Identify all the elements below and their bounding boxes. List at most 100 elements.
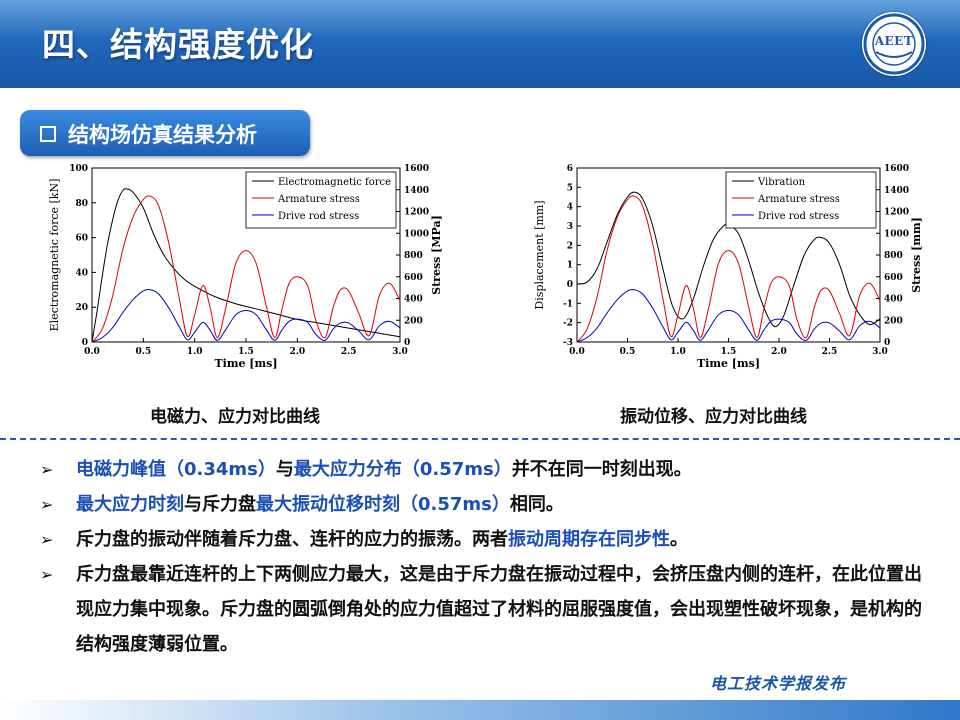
bottom-gradient-bar (0, 700, 960, 720)
x-tick-label: 3.0 (872, 347, 888, 357)
highlight-text: 最大应力分布（0.57ms） (293, 459, 512, 480)
y-tick-label: 0 (567, 280, 573, 290)
y2-tick-label: 200 (884, 316, 903, 326)
x-tick-label: 0.0 (569, 347, 585, 357)
bullet-text: 与斥力盘 (184, 494, 256, 515)
y-tick-label: 60 (75, 234, 88, 244)
logo-text: AEET (874, 34, 914, 48)
x-tick-label: 1.5 (721, 347, 737, 357)
y-tick-label: 20 (75, 303, 88, 313)
y-tick-label: 3 (567, 222, 573, 232)
header-bar: 四、结构强度优化 AEET (0, 0, 960, 88)
bullet-text: 。 (670, 529, 688, 550)
legend-label: Armature stress (757, 194, 840, 205)
arrow-bullet-icon: ➢ (40, 530, 54, 549)
arrow-bullet-icon: ➢ (40, 460, 54, 479)
legend-label: Drive rod stress (278, 211, 359, 222)
legend-label: Armature stress (277, 194, 360, 205)
legend-label: Vibration (757, 177, 806, 188)
legend-label: Electromagnetic force (278, 177, 391, 188)
series-line-armature-stress (91, 195, 401, 343)
caption-left: 电磁力、应力对比曲线 (150, 407, 320, 427)
series-line-drive-rod-stress (576, 288, 881, 343)
square-bullet-icon (40, 126, 56, 142)
y-tick-label: 4 (567, 203, 573, 213)
page-title: 四、结构强度优化 (42, 25, 314, 64)
highlight-text: 最大应力时刻 (76, 494, 184, 515)
y2-axis-label: Stress [MPa] (430, 215, 443, 295)
chart-vibration-stress: 0.0 0.5 1.0 1.5 2.0 2.5 3.0 -3 -2 -1 0 1 2 3 4 5 6 0 200 40… (533, 164, 923, 370)
y-axis-label: Displacement [mm] (533, 200, 546, 309)
y-tick-label: 40 (75, 268, 88, 278)
y2-tick-label: 1600 (884, 164, 909, 174)
x-axis-label: Time [ms] (697, 357, 760, 370)
y2-tick-label: 1000 (884, 229, 909, 239)
y2-tick-label: 1400 (404, 186, 429, 196)
series-line-drive-rod-stress (91, 288, 401, 343)
y-tick-label: -1 (563, 299, 573, 309)
y-axis-label: Electromagnetic force [kN] (48, 179, 61, 332)
arrow-bullet-icon: ➢ (40, 565, 54, 584)
y2-tick-label: 600 (884, 273, 903, 283)
x-tick-label: 2.5 (822, 347, 838, 357)
x-tick-label: 0.5 (135, 347, 151, 357)
y-tick-label: 6 (567, 164, 573, 174)
x-tick-label: 0.0 (84, 347, 100, 357)
x-tick-label: 1.0 (670, 347, 686, 357)
x-tick-label: 1.0 (187, 347, 203, 357)
bullet-text: 相同。 (509, 494, 564, 515)
y-tick-label: 2 (567, 241, 573, 251)
y-tick-label: 80 (75, 199, 88, 209)
y2-tick-label: 1200 (884, 208, 909, 218)
y2-tick-label: 400 (884, 295, 903, 305)
bullet-text: 斥力盘的振动伴随着斥力盘、连杆的应力的振荡。两者 (76, 529, 508, 550)
section-heading: 结构场仿真结果分析 (20, 110, 310, 156)
highlight-text: 最大振动位移时刻（0.57ms） (256, 494, 510, 515)
x-tick-label: 2.0 (771, 347, 787, 357)
footer-publisher: 电工技术学报发布 (710, 674, 847, 693)
series-line-armature-stress (576, 195, 881, 343)
y2-tick-label: 1600 (404, 164, 429, 174)
arrow-bullet-icon: ➢ (40, 495, 54, 514)
caption-right: 振动位移、应力对比曲线 (620, 407, 807, 427)
chart-electromagnetic-stress: 0.0 0.5 1.0 1.5 2.0 2.5 3.00204060801000200400… (48, 164, 443, 370)
x-tick-label: 2.5 (341, 347, 357, 357)
logo-ring-icon (863, 13, 925, 75)
header-shine (0, 0, 960, 40)
x-axis-label: Time [ms] (214, 357, 277, 370)
y2-tick-label: 1200 (404, 208, 429, 218)
bullet-item: ➢ 电磁力峰值（0.34ms）与最大应力分布（0.57ms）并不在同一时刻出现。 (40, 452, 930, 487)
bullet-text: 并不在同一时刻出现。 (511, 459, 692, 480)
bullet-item: ➢ 斥力盘最靠近连杆的上下两侧应力最大，这是由于斥力盘在振动过程中，会挤压盘内侧的… (40, 557, 930, 662)
y2-tick-label: 1400 (884, 186, 909, 196)
y2-tick-label: 400 (404, 295, 423, 305)
bullet-text: 斥力盘最靠近连杆的上下两侧应力最大，这是由于斥力盘在振动过程中，会挤压盘内侧的连… (76, 564, 922, 655)
x-tick-label: 2.0 (289, 347, 305, 357)
y2-axis-label: Stress [mm] (910, 217, 923, 293)
highlight-text: 振动周期存在同步性 (508, 529, 670, 550)
y2-tick-label: 1000 (404, 229, 429, 239)
dashed-divider (0, 438, 960, 440)
highlight-text: 电磁力峰值（0.34ms） (76, 459, 276, 480)
y2-tick-label: 0 (404, 338, 410, 348)
bullet-list: ➢ 电磁力峰值（0.34ms）与最大应力分布（0.57ms）并不在同一时刻出现。 ➢… (40, 452, 930, 662)
y2-tick-label: 0 (884, 338, 890, 348)
y-tick-label: -2 (563, 319, 573, 329)
legend-label: Drive rod stress (758, 211, 839, 222)
y-tick-label: 5 (567, 183, 573, 193)
x-tick-label: 1.5 (238, 347, 254, 357)
bullet-text: 与 (275, 459, 294, 480)
y2-tick-label: 600 (404, 273, 423, 283)
y-tick-label: 100 (69, 164, 88, 174)
bullet-item: ➢ 斥力盘的振动伴随着斥力盘、连杆的应力的振荡。两者振动周期存在同步性。 (40, 522, 930, 557)
x-tick-label: 0.5 (620, 347, 636, 357)
y2-tick-label: 200 (404, 316, 423, 326)
x-tick-label: 3.0 (392, 347, 408, 357)
y-tick-label: 0 (82, 338, 88, 348)
y2-tick-label: 800 (404, 251, 423, 261)
y2-tick-label: 800 (884, 251, 903, 261)
bullet-item: ➢ 最大应力时刻与斥力盘最大振动位移时刻（0.57ms）相同。 (40, 487, 930, 522)
y-tick-label: -3 (563, 338, 573, 348)
y-tick-label: 1 (567, 261, 573, 271)
aeet-logo: AEET (862, 12, 926, 76)
